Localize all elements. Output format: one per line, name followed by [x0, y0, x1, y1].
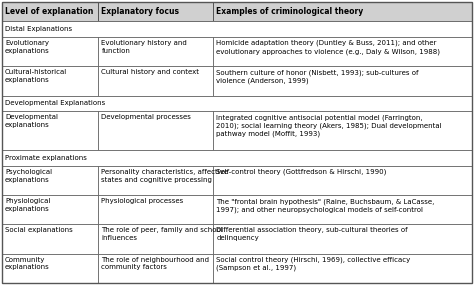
Bar — [213, 195, 472, 225]
Bar — [2, 150, 472, 166]
Bar — [98, 111, 213, 150]
Text: Explanatory focus: Explanatory focus — [101, 7, 179, 16]
Bar — [98, 225, 213, 254]
Bar — [98, 254, 213, 283]
Bar — [213, 2, 472, 21]
Text: The "frontal brain hypothesis" (Raine, Buchsbaum, & LaCasse,
1997); and other ne: The "frontal brain hypothesis" (Raine, B… — [217, 198, 435, 213]
Text: Cultural history and context: Cultural history and context — [101, 69, 200, 75]
Text: Examples of criminological theory: Examples of criminological theory — [217, 7, 364, 16]
Bar — [213, 225, 472, 254]
Bar — [98, 66, 213, 95]
Text: Level of explanation: Level of explanation — [5, 7, 93, 16]
Text: Proximate explanations: Proximate explanations — [5, 155, 87, 161]
Bar — [98, 166, 213, 195]
Text: Community
explanations: Community explanations — [5, 257, 50, 270]
Bar — [2, 195, 98, 225]
Bar — [2, 254, 98, 283]
Text: Social control theory (Hirschi, 1969), collective efficacy
(Sampson et al., 1997: Social control theory (Hirschi, 1969), c… — [217, 257, 411, 272]
Bar — [2, 66, 98, 95]
Bar — [2, 2, 98, 21]
Text: Evolutionary
explanations: Evolutionary explanations — [5, 40, 50, 54]
Bar — [2, 111, 98, 150]
Bar — [2, 37, 98, 66]
Text: Developmental Explanations: Developmental Explanations — [5, 100, 105, 106]
Bar — [213, 66, 472, 95]
Bar — [98, 195, 213, 225]
Text: The role of neighbourhood and
community factors: The role of neighbourhood and community … — [101, 257, 210, 270]
Bar — [2, 21, 472, 37]
Bar — [2, 225, 98, 254]
Text: Differential association theory, sub-cultural theories of
delinquency: Differential association theory, sub-cul… — [217, 227, 408, 241]
Text: Cultural-historical
explanations: Cultural-historical explanations — [5, 69, 67, 83]
Text: Personality characteristics, affective
states and cognitive processing: Personality characteristics, affective s… — [101, 169, 228, 183]
Text: The role of peer, family and school
influences: The role of peer, family and school infl… — [101, 227, 223, 241]
Text: Southern culture of honor (Nisbett, 1993); sub-cultures of
violence (Anderson, 1: Southern culture of honor (Nisbett, 1993… — [217, 69, 419, 84]
Text: Homicide adaptation theory (Duntley & Buss, 2011); and other
evolutionary approa: Homicide adaptation theory (Duntley & Bu… — [217, 40, 440, 55]
Bar — [213, 254, 472, 283]
Text: Social explanations: Social explanations — [5, 227, 73, 233]
Text: Self-control theory (Gottfredson & Hirschi, 1990): Self-control theory (Gottfredson & Hirsc… — [217, 169, 387, 175]
Text: Distal Explanations: Distal Explanations — [5, 26, 72, 32]
Text: Physiological processes: Physiological processes — [101, 198, 183, 204]
Text: Developmental processes: Developmental processes — [101, 114, 191, 120]
Text: Integrated cognitive antisocial potential model (Farrington,
2010); social learn: Integrated cognitive antisocial potentia… — [217, 114, 442, 137]
Text: Psychological
explanations: Psychological explanations — [5, 169, 52, 183]
Bar — [2, 166, 98, 195]
Bar — [98, 2, 213, 21]
Bar — [98, 37, 213, 66]
Bar — [213, 166, 472, 195]
Text: Developmental
explanations: Developmental explanations — [5, 114, 58, 128]
Text: Evolutionary history and
function: Evolutionary history and function — [101, 40, 187, 54]
Text: Physiological
explanations: Physiological explanations — [5, 198, 50, 212]
Bar — [213, 37, 472, 66]
Bar — [2, 95, 472, 111]
Bar — [213, 111, 472, 150]
